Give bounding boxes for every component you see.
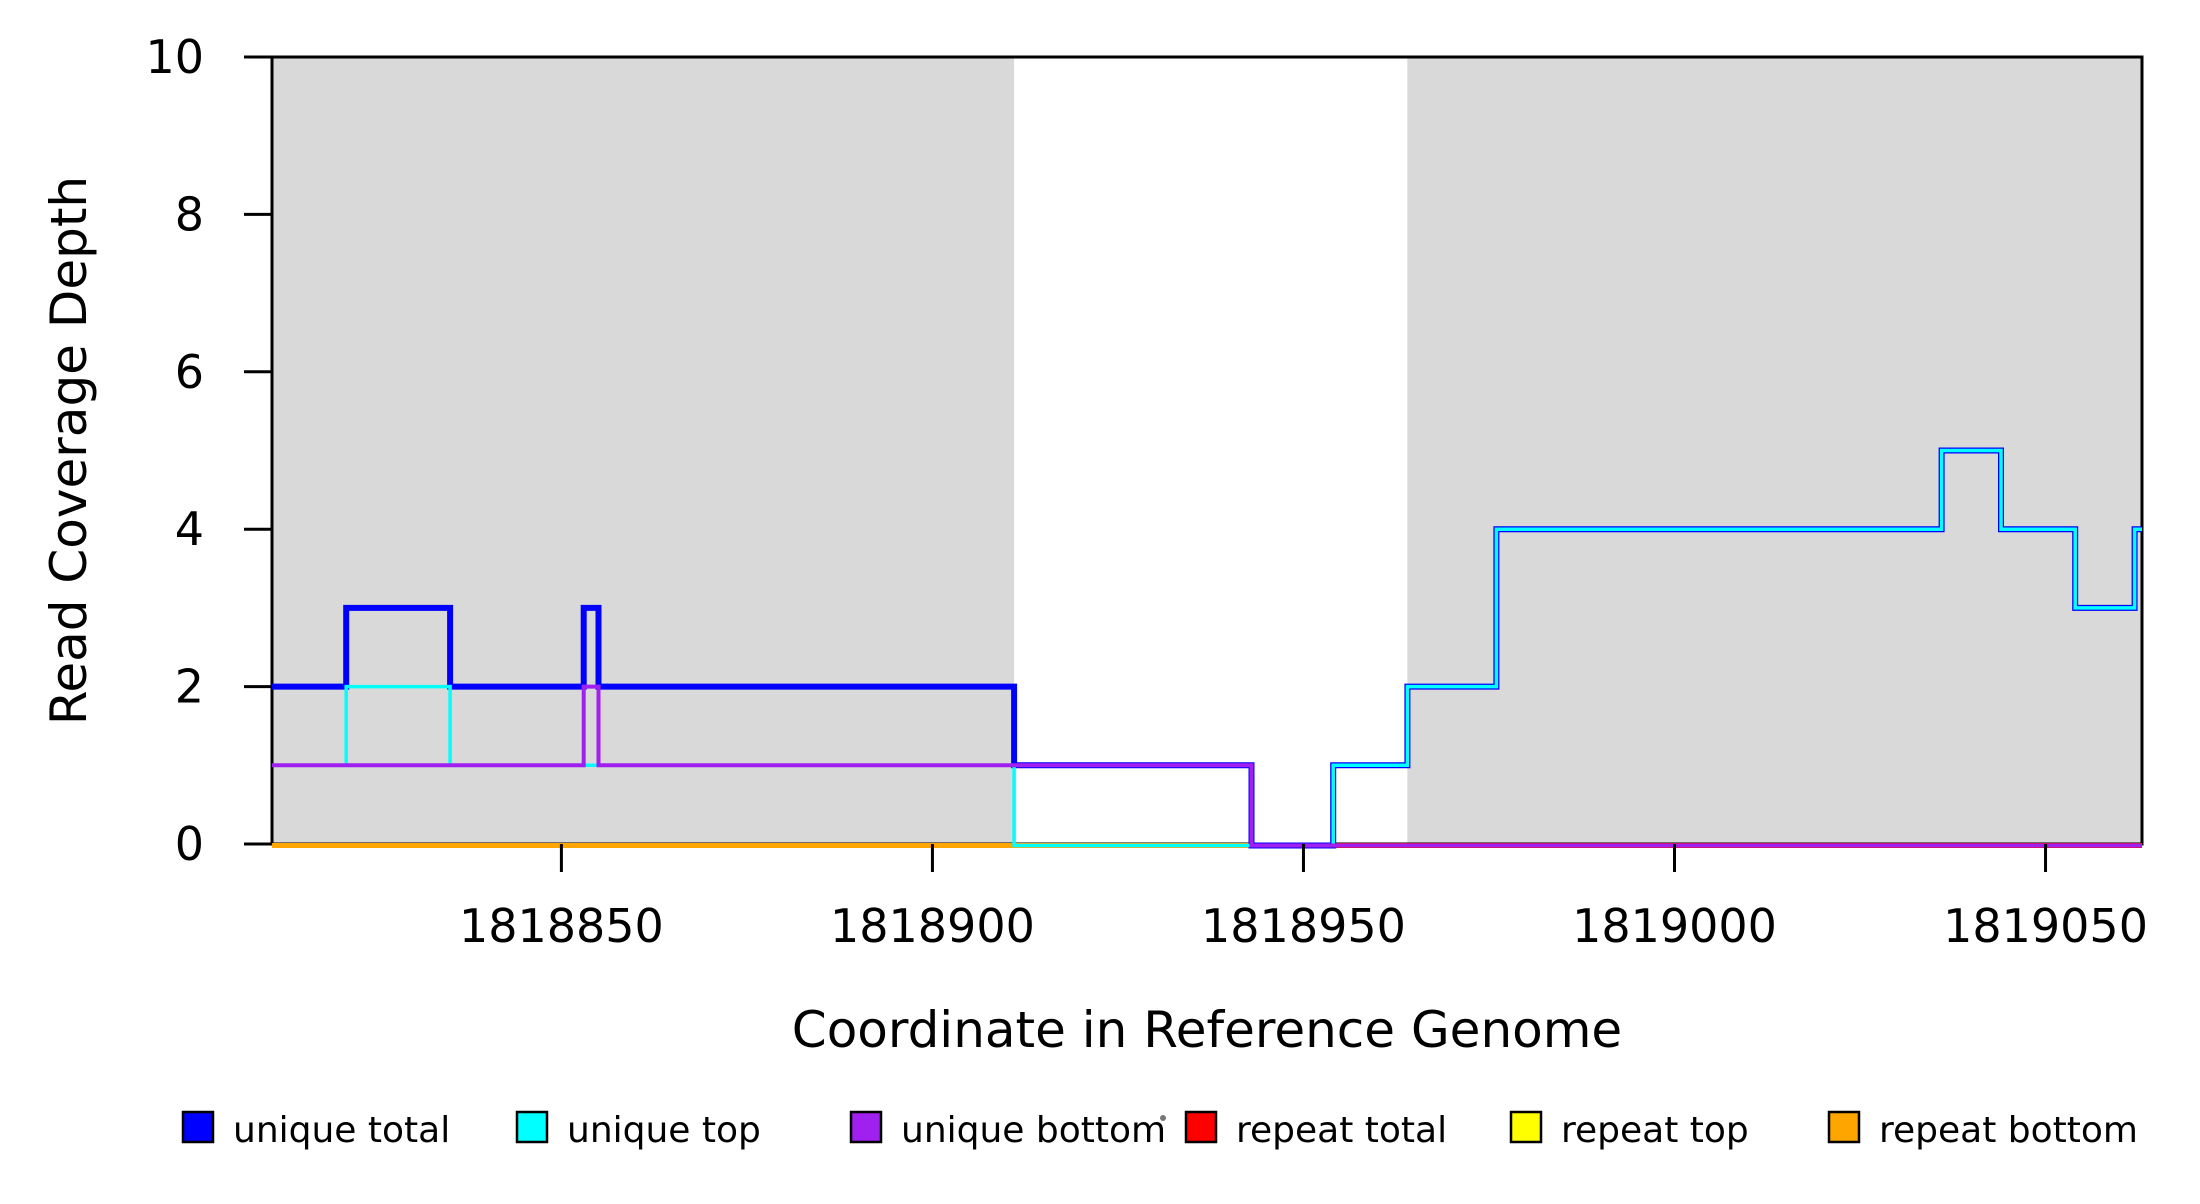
legend-label-repeat-total: repeat total [1236,1110,1447,1151]
y-tick-label: 0 [175,817,204,871]
x-axis-title: Coordinate in Reference Genome [792,1001,1622,1059]
y-tick-label: 4 [175,502,204,556]
repeat-region-left [272,57,1015,844]
y-tick-label: 6 [175,345,204,399]
legend-label-unique-top: unique top [567,1110,761,1151]
legend-label-repeat-top: repeat top [1561,1110,1749,1151]
x-tick-label: 1818950 [1201,899,1406,953]
legend-swatch-repeat-total [1184,1110,1218,1144]
legend-swatch-unique-total [181,1110,215,1144]
x-tick-label: 1818850 [459,899,664,953]
y-axis-title: Read Coverage Depth [40,176,98,725]
y-tick-label: 10 [145,30,204,84]
y-tick-label: 8 [175,187,204,241]
legend-swatch-repeat-bottom [1827,1110,1861,1144]
legend-label-repeat-bottom: repeat bottom [1879,1110,2138,1151]
legend-swatch-repeat-top [1509,1110,1543,1144]
series-line-unique-bottom [272,684,2142,848]
legend-swatch-unique-bottom [849,1110,883,1144]
x-tick-label: 1818900 [830,899,1035,953]
repeat-region-right [1407,57,2142,844]
x-tick-label: 1819050 [1943,899,2148,953]
legend-swatch-unique-top [515,1110,549,1144]
legend-label-unique-bottom: unique bottom [901,1110,1166,1151]
series-line-unique-top [272,448,2142,848]
legend-label-unique-total: unique total [233,1110,450,1151]
x-tick-label: 1819000 [1572,899,1777,953]
stray-dot [1160,1115,1166,1121]
y-tick-label: 2 [175,660,204,714]
